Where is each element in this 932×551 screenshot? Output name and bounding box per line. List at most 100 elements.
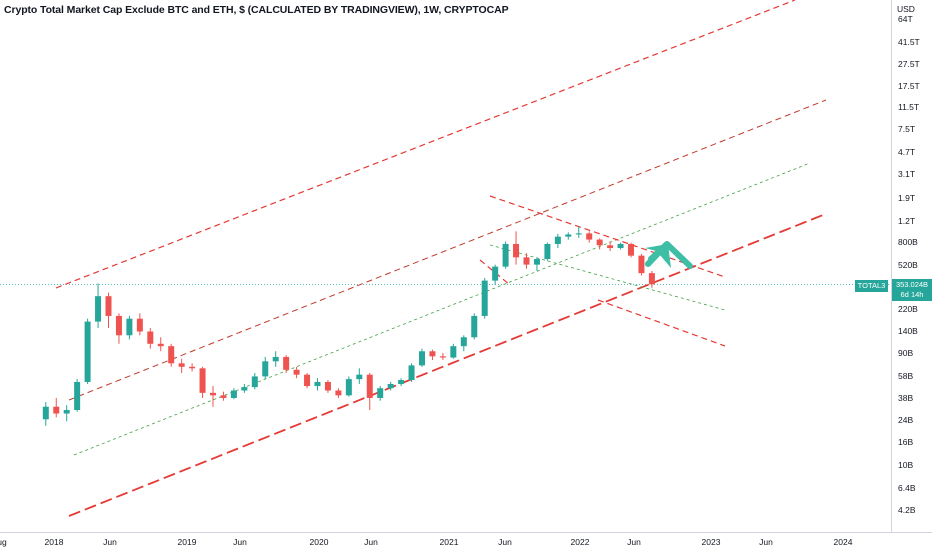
x-tick-label: 2024 xyxy=(833,537,853,547)
trendline-upper xyxy=(55,0,796,289)
y-tick-label: 7.5T xyxy=(898,124,916,134)
y-tick-label: 4.7T xyxy=(898,147,916,157)
y-tick-label: 11.5T xyxy=(898,102,920,112)
wedge-bottom xyxy=(597,299,726,347)
y-tick-label: 220B xyxy=(898,304,918,314)
candle-body xyxy=(648,273,655,285)
symbol-tag: TOTAL3 xyxy=(855,280,888,292)
candle-body xyxy=(387,383,394,389)
candle-body xyxy=(544,243,551,260)
candle-body xyxy=(523,257,530,265)
wedge-top xyxy=(489,195,726,278)
y-tick-label: 140B xyxy=(898,326,918,336)
candle-body xyxy=(210,392,216,396)
y-tick-label: 90B xyxy=(898,348,914,358)
candle-body xyxy=(293,369,300,375)
candle-body xyxy=(481,280,488,316)
candle-body xyxy=(230,390,237,398)
candle-body xyxy=(398,380,405,384)
candle-body xyxy=(105,296,112,316)
candle-body xyxy=(84,321,91,382)
x-tick-label: Jun xyxy=(627,537,641,547)
candle-body xyxy=(586,233,593,240)
candle-body xyxy=(419,351,425,366)
candle-body xyxy=(439,356,446,358)
candle-body xyxy=(251,376,258,388)
candle-body xyxy=(345,379,352,396)
candle-body xyxy=(513,243,520,258)
candle-body xyxy=(408,365,415,381)
y-tick-label: 10B xyxy=(898,460,914,470)
x-tick-label: Jun xyxy=(759,537,773,547)
candle-body xyxy=(314,381,321,387)
candle-body xyxy=(178,363,185,367)
y-tick-label: 6.4B xyxy=(898,483,916,493)
candle-body xyxy=(304,374,311,387)
y-tick-label: 27.5T xyxy=(898,59,920,69)
candle-body xyxy=(147,331,154,344)
candle-body xyxy=(450,346,457,358)
y-tick-label: 800B xyxy=(898,237,918,247)
candle-body xyxy=(638,255,645,274)
y-tick-label: 4.2B xyxy=(898,505,916,515)
candle-body xyxy=(471,315,478,338)
candle-body xyxy=(199,368,206,393)
x-tick-label: Jun xyxy=(364,537,378,547)
candle-body xyxy=(74,381,81,411)
candle-body xyxy=(554,236,561,244)
candle-body xyxy=(241,387,248,391)
candle-body xyxy=(617,243,624,249)
candle-body xyxy=(502,243,509,267)
candle-body xyxy=(533,259,540,265)
time-axis[interactable]: ug 2018 Jun 2019 Jun 2020 Jun 2021 Jun 2022 Jun 202… xyxy=(0,532,932,551)
y-tick-label: 1.2T xyxy=(898,216,916,226)
y-tick-label: 24B xyxy=(898,415,914,425)
candle-body xyxy=(262,361,269,377)
wedge-bottom-left xyxy=(479,259,511,286)
trendline-middle xyxy=(68,99,827,401)
y-tick-label: 17.5T xyxy=(898,81,920,91)
candle-body xyxy=(575,233,582,235)
x-tick-label: 2018 xyxy=(44,537,64,547)
candle-body xyxy=(596,239,603,246)
candle-body xyxy=(42,406,49,420)
candle-body xyxy=(136,318,143,332)
candle-body xyxy=(272,356,279,362)
price-axis-unit: USD xyxy=(897,4,915,14)
x-tick-label: 2022 xyxy=(570,537,590,547)
arrow-up-icon xyxy=(645,241,693,269)
candle-body xyxy=(220,395,227,398)
price-axis[interactable]: USD 64T 41.5T 27.5T 17.5T 11.5T 7.5T 4.7T 3.1T 1… xyxy=(891,0,932,532)
x-tick-label: 2020 xyxy=(309,537,329,547)
candle-body xyxy=(283,356,290,370)
wedge-mid-green xyxy=(489,244,726,311)
candle-body xyxy=(628,243,634,256)
candle-body xyxy=(324,381,331,391)
y-tick-label: 41.5T xyxy=(898,37,920,47)
y-tick-label: 3.1T xyxy=(898,169,916,179)
y-tick-label: 1.9T xyxy=(898,193,916,203)
candle-body xyxy=(115,315,122,336)
candle-body xyxy=(335,390,342,396)
y-tick-label: 38B xyxy=(898,393,914,403)
x-tick-label: 2023 xyxy=(701,537,721,547)
y-tick-label: 58B xyxy=(898,371,914,381)
y-tick-label: 16B xyxy=(898,437,914,447)
x-tick-label: 2019 xyxy=(177,537,197,547)
candle-body xyxy=(356,374,363,380)
candle-body xyxy=(377,388,384,398)
candle-body xyxy=(95,296,102,322)
candle-body xyxy=(53,406,60,414)
current-price-value: 353.024B xyxy=(895,280,929,289)
x-tick-label: 2021 xyxy=(439,537,459,547)
candle-body xyxy=(460,337,467,347)
candle-countdown: 6d 14h xyxy=(900,290,924,299)
current-price-tag: 353.024B 6d 14h xyxy=(892,279,932,301)
trendline-green xyxy=(73,162,811,456)
candle-body xyxy=(63,410,70,414)
candle-body xyxy=(366,374,373,398)
x-tick-label: Jun xyxy=(233,537,247,547)
candle-body xyxy=(607,245,614,249)
